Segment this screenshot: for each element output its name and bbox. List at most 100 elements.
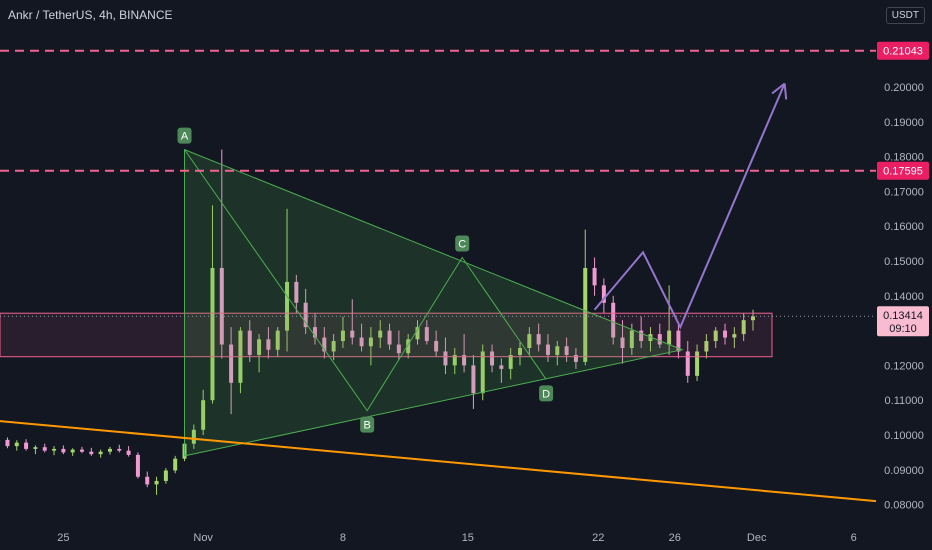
candle-body [667,330,672,345]
candle-body [322,337,327,352]
x-tick-label: 8 [340,532,346,544]
candles-layer [0,149,755,495]
candle-body [620,337,625,348]
candle-body [89,451,94,455]
candle-body [452,354,457,366]
candle-body [5,439,10,447]
candle-body [583,267,588,362]
candle-body [723,330,728,338]
x-tick-label: 6 [851,532,857,544]
candle-body [564,346,569,355]
y-tick-label: 0.08000 [884,500,924,512]
x-tick-label: 22 [592,532,604,544]
point-label-C: C [458,239,466,251]
candle-body [555,346,560,355]
candle-body [518,348,523,355]
candle-body [695,351,700,376]
candle-body [359,337,364,347]
x-tick-label: 25 [57,532,69,544]
candle-body [285,281,290,331]
y-tick-label: 0.15000 [884,256,924,268]
candle-body [33,447,38,449]
level-price-badge [877,41,929,60]
candle-body [201,400,206,430]
point-label-box [539,385,554,402]
candle-body [247,330,252,355]
candle-body [545,344,550,355]
y-tick-label: 0.19000 [884,117,924,129]
candle-body [434,341,439,352]
currency-button[interactable]: USDT [885,7,925,24]
candle-body [191,429,196,444]
y-tick-label: 0.10000 [884,430,924,442]
x-tick-label: 15 [462,532,474,544]
candle-body [676,330,681,352]
point-label-box [177,127,192,144]
projection-path [593,83,786,330]
candle-body [750,316,755,321]
candle-body [573,354,578,362]
drawings-layer: A B C D [0,49,877,503]
candle-body [657,334,662,345]
candle-body [107,448,112,452]
candle-body [415,327,420,340]
candle-body [378,330,383,338]
triangle-pattern [184,148,684,457]
candle-body [135,454,140,477]
candle-body [704,341,709,352]
chart-title: Ankr / TetherUS, 4h, BINANCE [8,8,173,22]
candle-body [331,341,336,352]
candle-body [499,365,504,369]
support-zone [0,312,773,358]
candle-body [527,334,532,348]
candle-body [340,330,345,342]
axes-layer: 0.080000.090000.100000.110000.120000.130… [57,41,929,544]
point-label-B: B [364,420,371,432]
candle-body [508,354,513,369]
candle-body [154,480,159,485]
y-tick-label: 0.14000 [884,291,924,303]
candle-body [126,450,131,455]
candle-body [52,448,57,451]
x-tick-label: Dec [747,532,767,544]
trendline [0,420,877,503]
candle-body [592,267,597,286]
candle-body [648,334,653,342]
point-label-box [360,416,375,433]
point-label-A: A [181,131,189,143]
y-tick-label: 0.11000 [885,395,924,407]
candle-body [424,327,429,342]
candle-body [173,458,178,471]
candle-body [685,351,690,376]
candle-body [294,281,299,303]
candle-body [611,302,616,338]
y-tick-label: 0.18000 [884,152,924,164]
current-price-label: 0.13414 [883,310,923,322]
candle-body [396,344,401,354]
candle-body [350,330,355,338]
level-price-badge [877,161,929,180]
candle-body [490,351,495,366]
candle-body [601,285,606,303]
candle-body [387,330,392,345]
projection-arrowhead [783,83,788,100]
candle-body [61,448,66,453]
current-price-badge [877,306,929,337]
abcd-zigzag [184,149,547,412]
candle-body [629,330,634,348]
candle-body [303,302,308,328]
candle-body [406,339,411,354]
candle-body [471,365,476,394]
point-label-box [455,235,470,252]
candle-body [732,334,737,338]
candle-body [80,449,85,452]
point-label-D: D [542,388,550,400]
bar-countdown-label: 09:10 [889,323,917,335]
candle-body [163,470,168,481]
candle-body [257,339,262,355]
candle-body [368,337,373,347]
y-tick-label: 0.12000 [884,360,924,372]
y-tick-label: 0.20000 [884,82,924,94]
candle-body [229,344,234,383]
